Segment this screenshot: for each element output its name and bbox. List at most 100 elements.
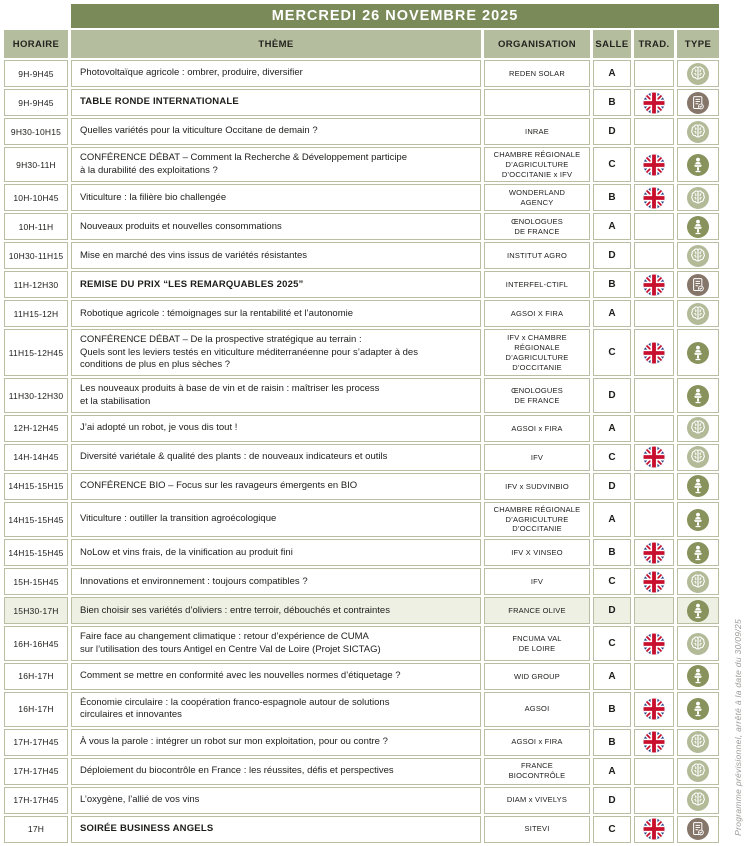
- time-cell: 9H-9H45: [4, 60, 68, 87]
- organisation-cell: WONDERLAND AGENCY: [484, 184, 590, 212]
- type-cell: [677, 242, 719, 270]
- podium-icon: [687, 599, 709, 622]
- podium-icon: [687, 384, 709, 407]
- theme-cell: Robotique agricole : témoignages sur la …: [71, 300, 481, 328]
- salle-cell: C: [593, 443, 631, 471]
- salle-cell: D: [593, 242, 631, 270]
- trad-cell: [634, 728, 674, 756]
- podium-icon: [687, 475, 709, 498]
- theme-cell: L’oxygène, l’allié de vos vins: [71, 786, 481, 814]
- salle-cell: B: [593, 271, 631, 299]
- type-cell: [677, 501, 719, 538]
- brain-icon: [687, 446, 709, 469]
- time-cell: 17H-17H45: [4, 757, 68, 785]
- podium-icon: [687, 215, 709, 238]
- trad-cell: [634, 691, 674, 727]
- type-cell: [677, 472, 719, 500]
- salle-cell: D: [593, 597, 631, 625]
- time-cell: 17H: [4, 815, 68, 843]
- podium-icon: [687, 698, 709, 721]
- organisation-cell: FRANCE OLIVE: [484, 597, 590, 625]
- organisation-cell: IFV x CHAMBRE RÉGIONALE D’AGRICULTURE D’…: [484, 329, 590, 377]
- theme-cell: À vous la parole : intégrer un robot sur…: [71, 728, 481, 756]
- trad-cell: [634, 815, 674, 843]
- theme-cell: Quelles variétés pour la viticulture Occ…: [71, 118, 481, 145]
- organisation-cell: FNCUMA VAL DE LOIRE: [484, 626, 590, 661]
- type-cell: [677, 728, 719, 756]
- salle-cell: B: [593, 184, 631, 212]
- organisation-cell: AGSOI X FIRA: [484, 300, 590, 328]
- trad-cell: [634, 60, 674, 87]
- trad-cell: [634, 568, 674, 596]
- brain-icon: [687, 417, 709, 440]
- salle-cell: A: [593, 213, 631, 241]
- podium-icon: [687, 541, 709, 564]
- podium-icon: [687, 153, 709, 176]
- document-icon: [687, 818, 709, 841]
- time-cell: 17H-17H45: [4, 728, 68, 756]
- trad-cell: [634, 300, 674, 328]
- organisation-cell: DIAM x VIVELYS: [484, 786, 590, 814]
- theme-cell: Mise en marché des vins issus de variété…: [71, 242, 481, 270]
- trad-cell: [634, 539, 674, 567]
- salle-cell: A: [593, 501, 631, 538]
- organisation-cell: WID GROUP: [484, 662, 590, 690]
- organisation-cell: CHAMBRE RÉGIONALE D’AGRICULTURE D’OCCITA…: [484, 501, 590, 538]
- organisation-cell: ŒNOLOGUES DE FRANCE: [484, 213, 590, 241]
- theme-cell: SOIRÉE BUSINESS ANGELS: [71, 815, 481, 843]
- theme-cell: NoLow et vins frais, de la vinification …: [71, 539, 481, 567]
- uk-flag-icon: [643, 633, 665, 655]
- trad-cell: [634, 662, 674, 690]
- type-cell: [677, 184, 719, 212]
- salle-cell: A: [593, 414, 631, 442]
- organisation-cell: INSTITUT AGRO: [484, 242, 590, 270]
- brain-icon: [687, 760, 709, 783]
- type-cell: [677, 568, 719, 596]
- trad-cell: [634, 597, 674, 625]
- time-cell: 11H30-12H30: [4, 378, 68, 413]
- time-cell: 14H15-15H15: [4, 472, 68, 500]
- theme-cell: Photovoltaïque agricole : ombrer, produi…: [71, 60, 481, 87]
- organisation-cell: INRAE: [484, 118, 590, 145]
- theme-cell: Faire face au changement climatique : re…: [71, 626, 481, 661]
- salle-cell: B: [593, 691, 631, 727]
- time-cell: 17H-17H45: [4, 786, 68, 814]
- type-cell: [677, 378, 719, 413]
- brain-icon: [687, 731, 709, 754]
- uk-flag-icon: [643, 274, 665, 296]
- time-cell: 10H-11H: [4, 213, 68, 241]
- podium-icon: [687, 508, 709, 531]
- salle-cell: D: [593, 786, 631, 814]
- type-cell: [677, 662, 719, 690]
- type-cell: [677, 271, 719, 299]
- theme-cell: Bien choisir ses variétés d’oliviers : e…: [71, 597, 481, 625]
- type-cell: [677, 414, 719, 442]
- salle-cell: C: [593, 147, 631, 183]
- trad-cell: [634, 147, 674, 183]
- type-cell: [677, 329, 719, 377]
- trad-cell: [634, 472, 674, 500]
- time-cell: 11H15-12H: [4, 300, 68, 328]
- theme-cell: Comment se mettre en conformité avec les…: [71, 662, 481, 690]
- time-cell: 9H30-10H15: [4, 118, 68, 145]
- uk-flag-icon: [643, 446, 665, 468]
- brain-icon: [687, 120, 709, 143]
- type-cell: [677, 89, 719, 116]
- type-cell: [677, 147, 719, 183]
- salle-cell: B: [593, 728, 631, 756]
- type-cell: [677, 539, 719, 567]
- salle-cell: B: [593, 539, 631, 567]
- column-header-organisation: ORGANISATION: [484, 30, 590, 58]
- organisation-cell: IFV: [484, 568, 590, 596]
- uk-flag-icon: [643, 542, 665, 564]
- type-cell: [677, 213, 719, 241]
- theme-cell: TABLE RONDE INTERNATIONALE: [71, 89, 481, 116]
- trad-cell: [634, 757, 674, 785]
- column-header-horaire: HORAIRE: [4, 30, 68, 58]
- organisation-cell: AGSOI x FIRA: [484, 728, 590, 756]
- theme-cell: Nouveaux produits et nouvelles consommat…: [71, 213, 481, 241]
- brain-icon: [687, 62, 709, 85]
- type-cell: [677, 815, 719, 843]
- document-icon: [687, 273, 709, 296]
- time-cell: 14H-14H45: [4, 443, 68, 471]
